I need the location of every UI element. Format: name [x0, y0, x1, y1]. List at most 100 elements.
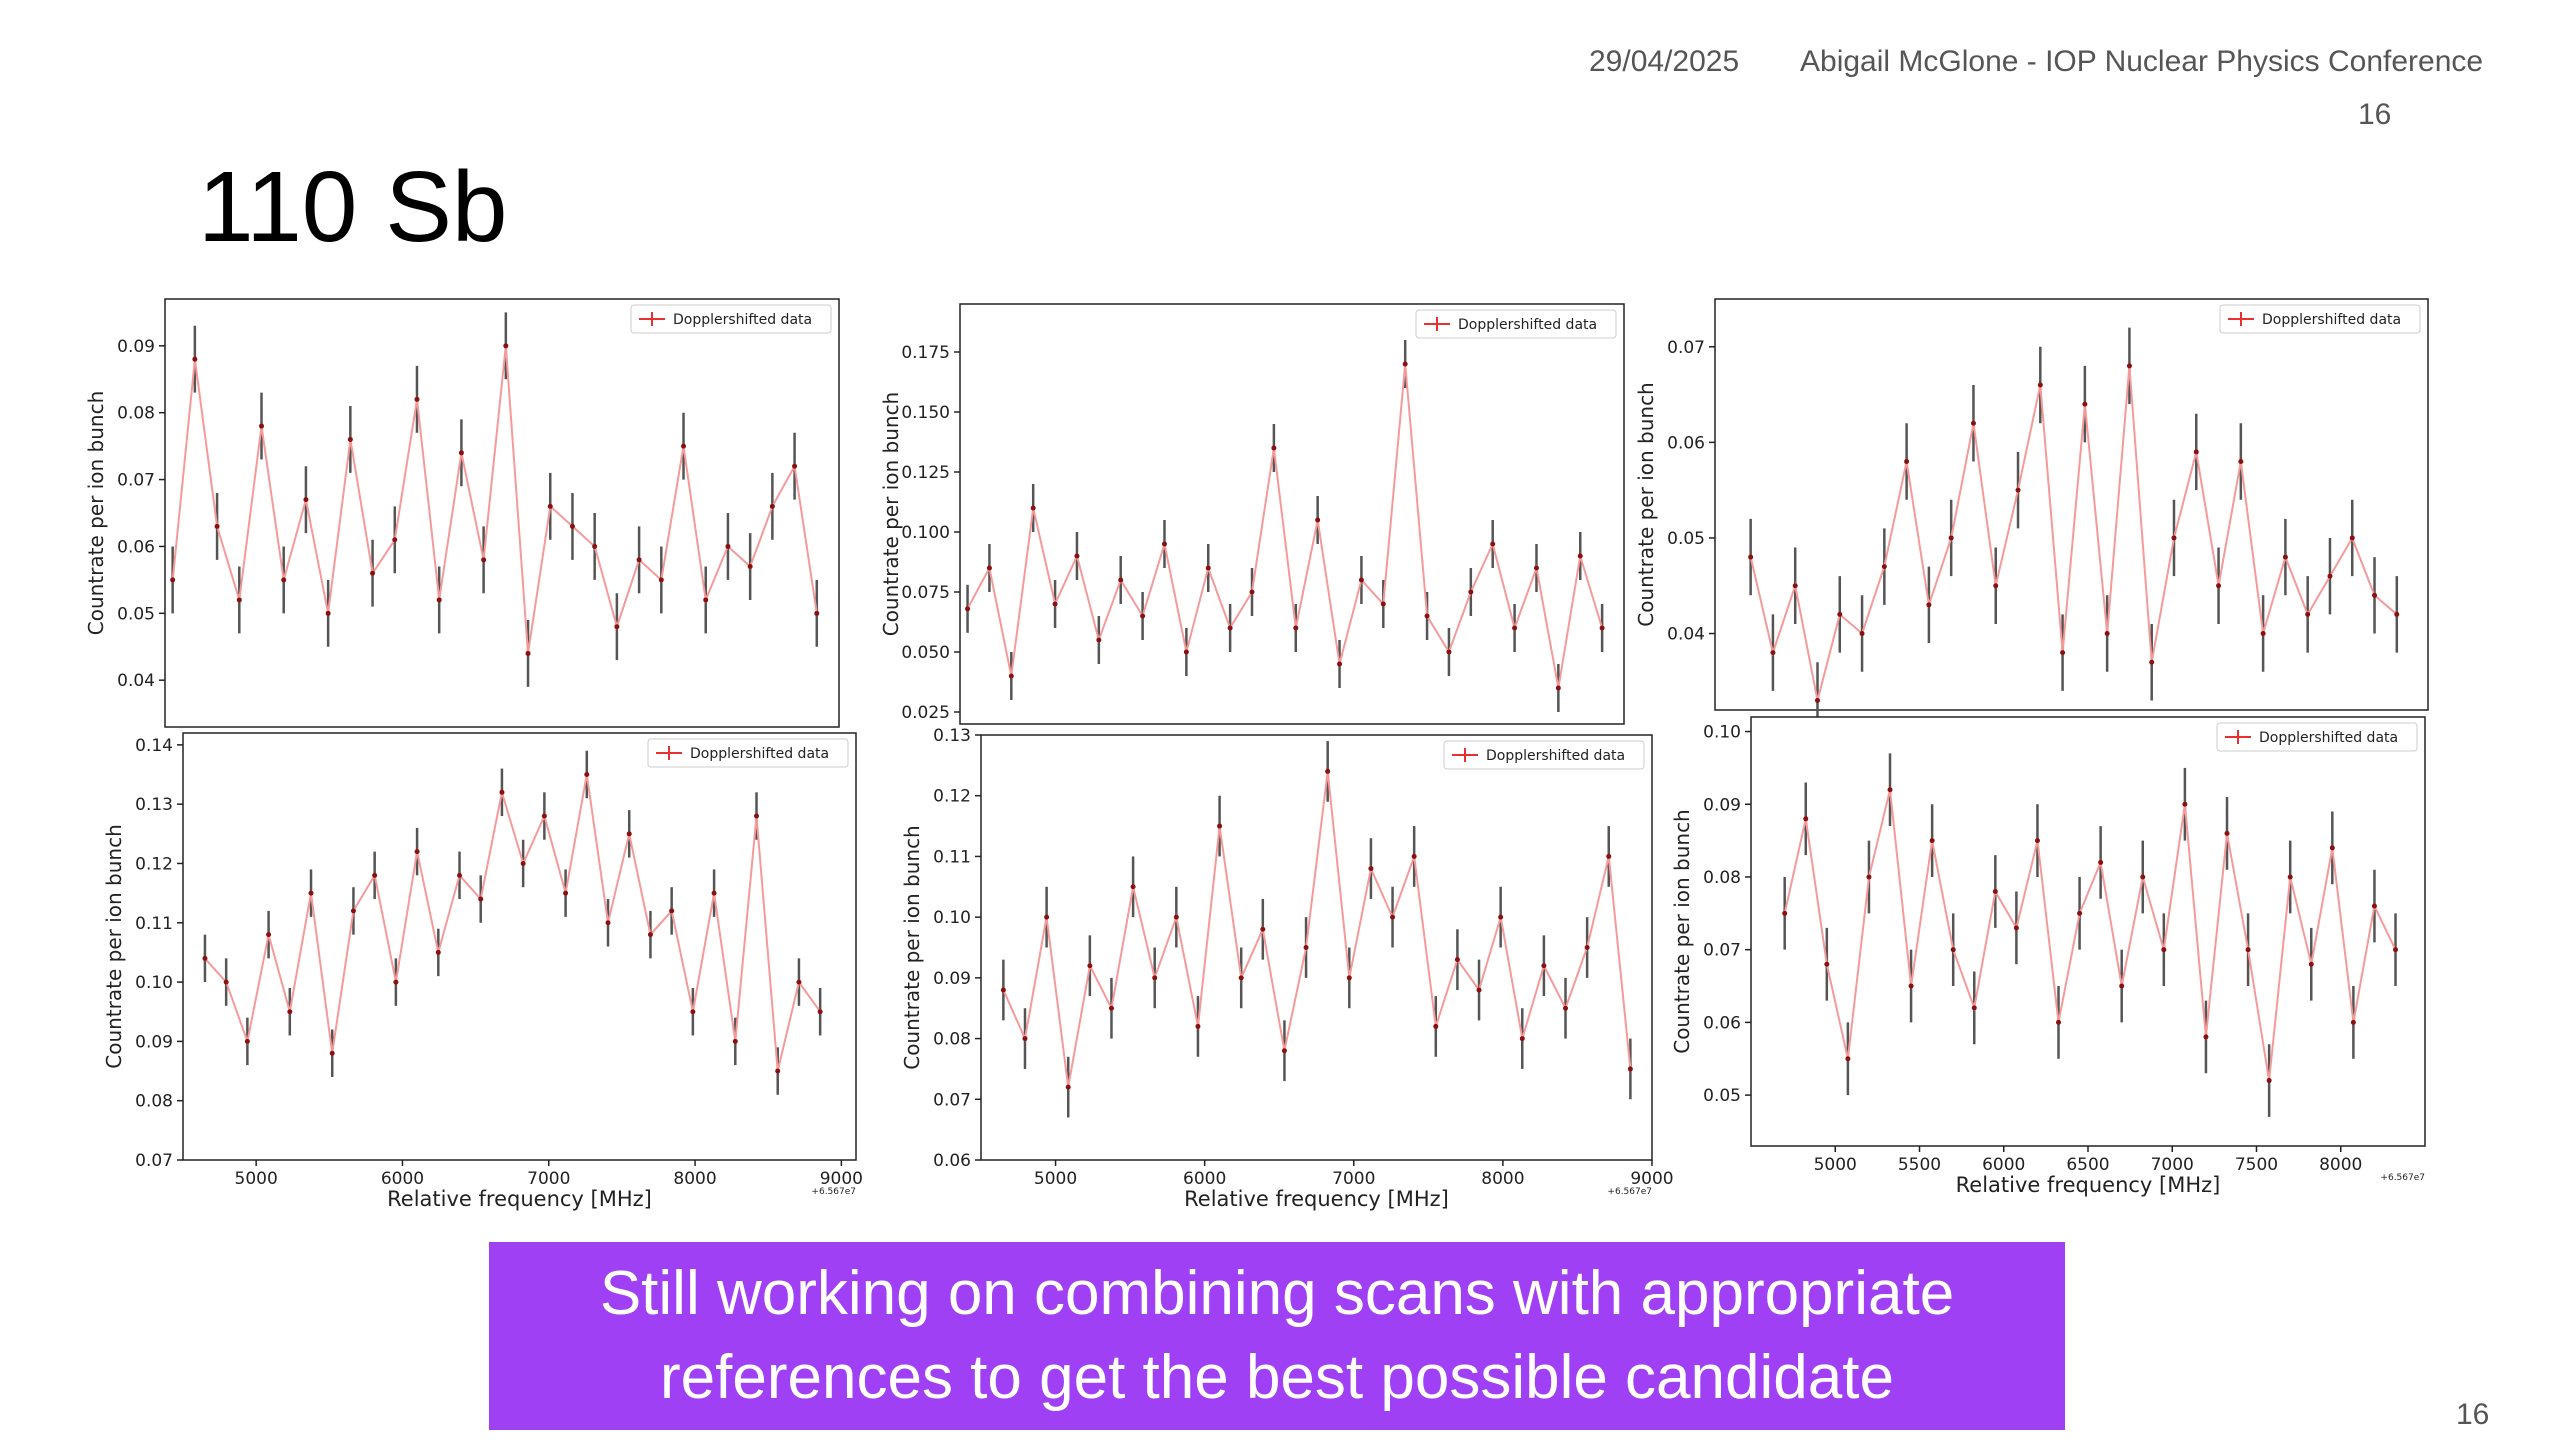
data-point	[308, 890, 314, 896]
data-point	[2371, 903, 2377, 909]
data-point	[1161, 541, 1167, 547]
data-point	[547, 503, 553, 509]
legend-box	[1443, 740, 1645, 770]
data-point	[1866, 874, 1872, 880]
data-point	[986, 565, 992, 571]
data-point	[1303, 945, 1309, 950]
data-point	[605, 920, 611, 926]
y-tick-label: 0.08	[933, 1030, 971, 1050]
y-tick-label: 0.09	[117, 337, 155, 357]
data-point	[1541, 963, 1547, 969]
data-point	[2104, 631, 2110, 637]
data-point	[1950, 947, 1956, 953]
plot-frame	[980, 734, 1653, 1161]
data-point	[259, 423, 265, 429]
data-point	[481, 557, 487, 563]
data-point	[372, 872, 378, 878]
data-point	[236, 597, 242, 603]
data-line	[204, 774, 822, 1072]
data-point	[347, 436, 353, 442]
author: Abigail McGlone - IOP Nuclear Physics Co…	[1800, 45, 2484, 78]
y-tick-label: 0.07	[1667, 338, 1705, 358]
data-point	[325, 610, 331, 616]
data-point	[725, 543, 731, 549]
data-point	[457, 872, 463, 878]
data-point	[2224, 830, 2230, 836]
legend-box	[647, 738, 849, 768]
data-point	[1130, 884, 1136, 890]
data-point	[1402, 361, 1408, 367]
data-point	[569, 523, 575, 529]
data-point	[747, 564, 753, 569]
data-point	[614, 624, 620, 630]
data-point	[1490, 541, 1496, 547]
data-point	[1217, 823, 1223, 829]
data-point	[1346, 975, 1352, 981]
x-axis-label: Relative frequency [MHz]	[1184, 1187, 1449, 1211]
data-point	[2077, 910, 2083, 916]
data-point	[414, 396, 420, 402]
data-point	[1992, 889, 1998, 895]
chart: 0.05 0.06 0.07 0.08 0.09 0.10 5000 5500 6000 6500…	[1670, 716, 2426, 1197]
x-tick-label: 6000	[1183, 1169, 1226, 1189]
y-axis-label: Countrate per ion bunch	[102, 824, 126, 1069]
chart: 0.04 0.05 0.06 0.07 Countrate per ion bunch D…	[1634, 298, 2429, 739]
y-tick-label: 0.06	[1667, 433, 1705, 453]
data-point	[1096, 637, 1102, 643]
data-point	[2305, 611, 2311, 617]
x-tick-label: 8000	[673, 1169, 716, 1189]
data-point	[814, 610, 820, 616]
data-point	[2327, 573, 2333, 579]
data-point	[350, 908, 356, 914]
data-point	[1887, 787, 1893, 793]
x-tick-label: 6000	[381, 1169, 424, 1189]
data-point	[392, 537, 398, 543]
y-axis-label: Countrate per ion bunch	[1634, 382, 1658, 627]
data-point	[690, 1009, 696, 1015]
x-axis-label: Relative frequency [MHz]	[387, 1187, 652, 1211]
y-tick-label: 0.175	[901, 343, 950, 363]
data-point	[2282, 554, 2288, 560]
data-point	[681, 443, 687, 449]
data-point	[1519, 1036, 1525, 1042]
data-point	[658, 577, 664, 583]
data-point	[1837, 611, 1843, 617]
page-number: 16	[2358, 98, 2392, 131]
y-tick-label: 0.05	[117, 604, 155, 624]
y-tick-label: 0.05	[1667, 529, 1705, 549]
slide-title: 110 Sb	[198, 151, 508, 263]
plot-frame	[164, 298, 840, 728]
y-tick-label: 0.04	[1667, 625, 1705, 645]
chart: 0.07 0.08 0.09 0.10 0.11 0.12 0.13 0.14 5000 6000…	[102, 732, 863, 1211]
data-point	[1748, 554, 1754, 560]
data-point	[1030, 505, 1036, 511]
data-point	[1065, 1084, 1071, 1090]
data-point	[281, 577, 287, 583]
legend-label: Dopplershifted data	[2262, 312, 2401, 328]
y-tick-label: 0.050	[901, 643, 950, 663]
data-point	[1183, 649, 1189, 655]
data-line	[171, 345, 818, 654]
data-point	[1358, 577, 1364, 583]
data-point	[792, 463, 798, 469]
y-axis-label: Countrate per ion bunch	[900, 825, 924, 1070]
data-point	[2161, 947, 2167, 953]
data-point	[287, 1009, 293, 1015]
legend-box	[2216, 722, 2418, 752]
data-point	[2140, 874, 2146, 880]
data-point	[414, 849, 420, 855]
data-point	[1599, 625, 1605, 631]
chart: 0.06 0.07 0.08 0.09 0.10 0.11 0.12 0.13 5000 6000…	[900, 726, 1674, 1211]
data-point	[1022, 1036, 1028, 1042]
data-point	[2182, 801, 2188, 807]
data-point	[732, 1038, 738, 1044]
x-tick-label: 5000	[1814, 1155, 1857, 1175]
y-tick-label: 0.150	[901, 403, 950, 423]
y-axis-label: Countrate per ion bunch	[84, 391, 108, 636]
data-point	[626, 831, 632, 837]
data-point	[1074, 553, 1080, 559]
data-point	[1533, 565, 1539, 571]
data-point	[2245, 947, 2251, 953]
plot-frame	[182, 732, 857, 1161]
y-tick-label: 0.10	[933, 908, 971, 928]
